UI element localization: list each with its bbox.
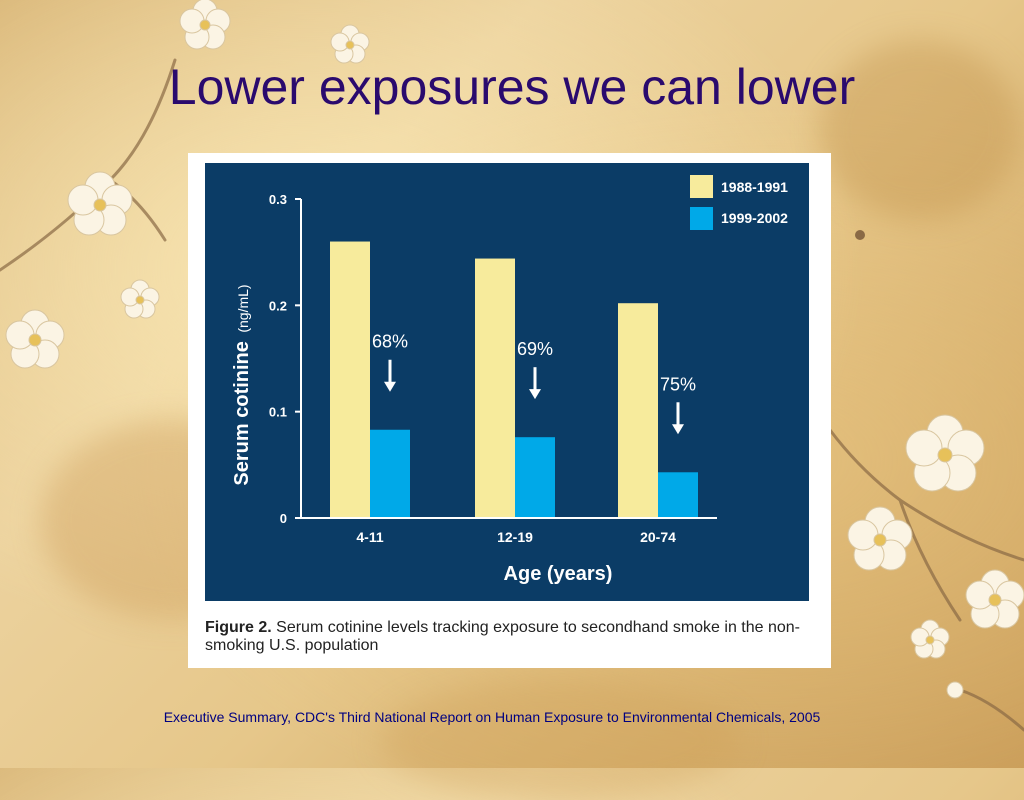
bar-1999-2002-20-74: [658, 472, 698, 518]
source-citation: Executive Summary, CDC's Third National …: [163, 709, 821, 725]
legend-swatch-1988-1991: [690, 175, 713, 198]
legend-swatch-1999-2002: [690, 207, 713, 230]
x-tick-label: 4-11: [356, 529, 383, 545]
reduction-label: 75%: [660, 374, 696, 394]
legend-label: 1999-2002: [721, 210, 788, 226]
figure-caption-text: Serum cotinine levels tracking exposure …: [205, 619, 800, 654]
bar-1988-1991-12-19: [475, 258, 515, 518]
background-stain: [820, 40, 1020, 220]
y-tick-label: 0.1: [269, 405, 287, 420]
y-tick-label: 0.3: [269, 192, 287, 207]
y-axis: 0 0.1 0.2 0.3: [269, 192, 302, 526]
bar-1988-1991-20-74: [618, 303, 658, 518]
x-axis: 4-11 12-19 20-74: [301, 517, 717, 545]
x-tick-label: 20-74: [640, 529, 676, 545]
slide-title: Lower exposures we can lower: [168, 59, 856, 115]
reduction-label: 68%: [372, 332, 408, 352]
reduction-annotations: 68% 69% 75%: [372, 332, 696, 435]
bar-1999-2002-12-19: [515, 437, 555, 518]
bar-chart: 1988-1991 1999-2002 Serum cotinine (ng/m…: [205, 163, 809, 601]
legend-label: 1988-1991: [721, 179, 788, 195]
reduction-label: 69%: [517, 339, 553, 359]
y-tick-label: 0: [280, 511, 287, 526]
down-arrow-head-icon: [529, 389, 541, 400]
down-arrow-head-icon: [384, 381, 396, 392]
figure-caption: Figure 2. Serum cotinine levels tracking…: [205, 619, 815, 655]
x-axis-label: Age (years): [504, 563, 613, 585]
bar-1999-2002-4-11: [370, 429, 410, 518]
figure-card: 1988-1991 1999-2002 Serum cotinine (ng/m…: [188, 153, 831, 668]
x-tick-label: 12-19: [497, 529, 533, 545]
down-arrow-head-icon: [672, 424, 684, 435]
blossom-decoration: [0, 0, 1024, 732]
bar-1988-1991-4-11: [330, 241, 370, 518]
figure-label: Figure 2.: [205, 619, 272, 636]
y-tick-label: 0.2: [269, 298, 287, 313]
bars: [330, 241, 698, 518]
chart-legend: 1988-1991 1999-2002: [690, 175, 788, 230]
y-axis-label: Serum cotinine (ng/mL): [231, 284, 253, 485]
